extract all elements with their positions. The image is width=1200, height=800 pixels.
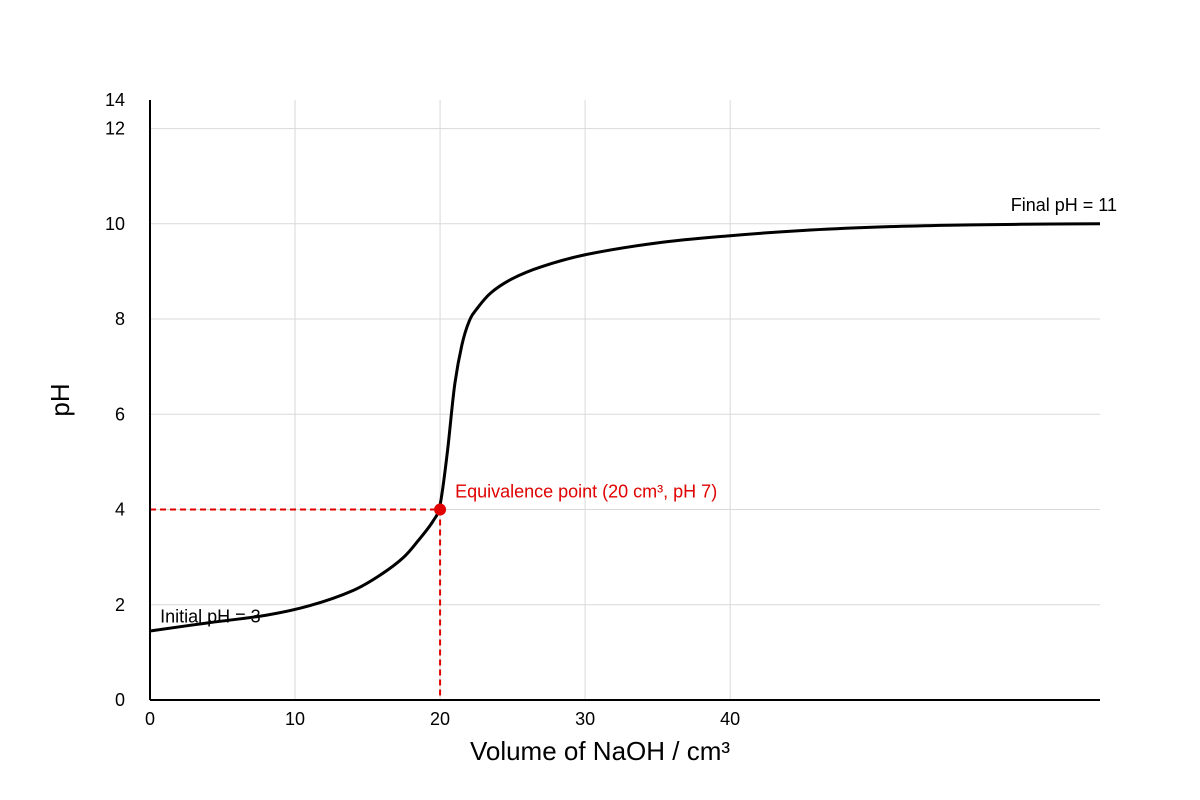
axes (149, 100, 1100, 701)
y-tick-label: 10 (105, 214, 125, 234)
equivalence-guides (150, 508, 442, 700)
y-tick-label: 8 (115, 309, 125, 329)
initial-ph-label: Initial pH = 3 (160, 607, 261, 627)
titration-curve (149, 222, 1101, 633)
y-tick-label: 2 (115, 595, 125, 615)
equivalence-point-label: Equivalence point (20 cm³, pH 7) (455, 482, 717, 502)
equivalence-point-marker (434, 503, 447, 516)
y-tick-label: 6 (115, 404, 125, 424)
x-tick-label: 20 (430, 709, 450, 729)
final-ph-label: Final pH = 11 (1011, 195, 1117, 215)
y-tick-label: 4 (115, 500, 125, 520)
x-tick-label: 0 (145, 709, 155, 729)
x-axis-title: Volume of NaOH / cm³ (470, 736, 730, 766)
x-tick-label: 40 (720, 709, 740, 729)
y-tick-label: 0 (115, 690, 125, 710)
y-axis-title: pH (45, 383, 75, 416)
y-tick-label: 14 (105, 90, 125, 110)
x-tick-label: 30 (575, 709, 595, 729)
tick-labels: 0 10 20 30 40 0 2 4 6 8 10 12 14 (105, 90, 740, 729)
x-tick-label: 10 (285, 709, 305, 729)
y-tick-label: 12 (105, 119, 125, 139)
